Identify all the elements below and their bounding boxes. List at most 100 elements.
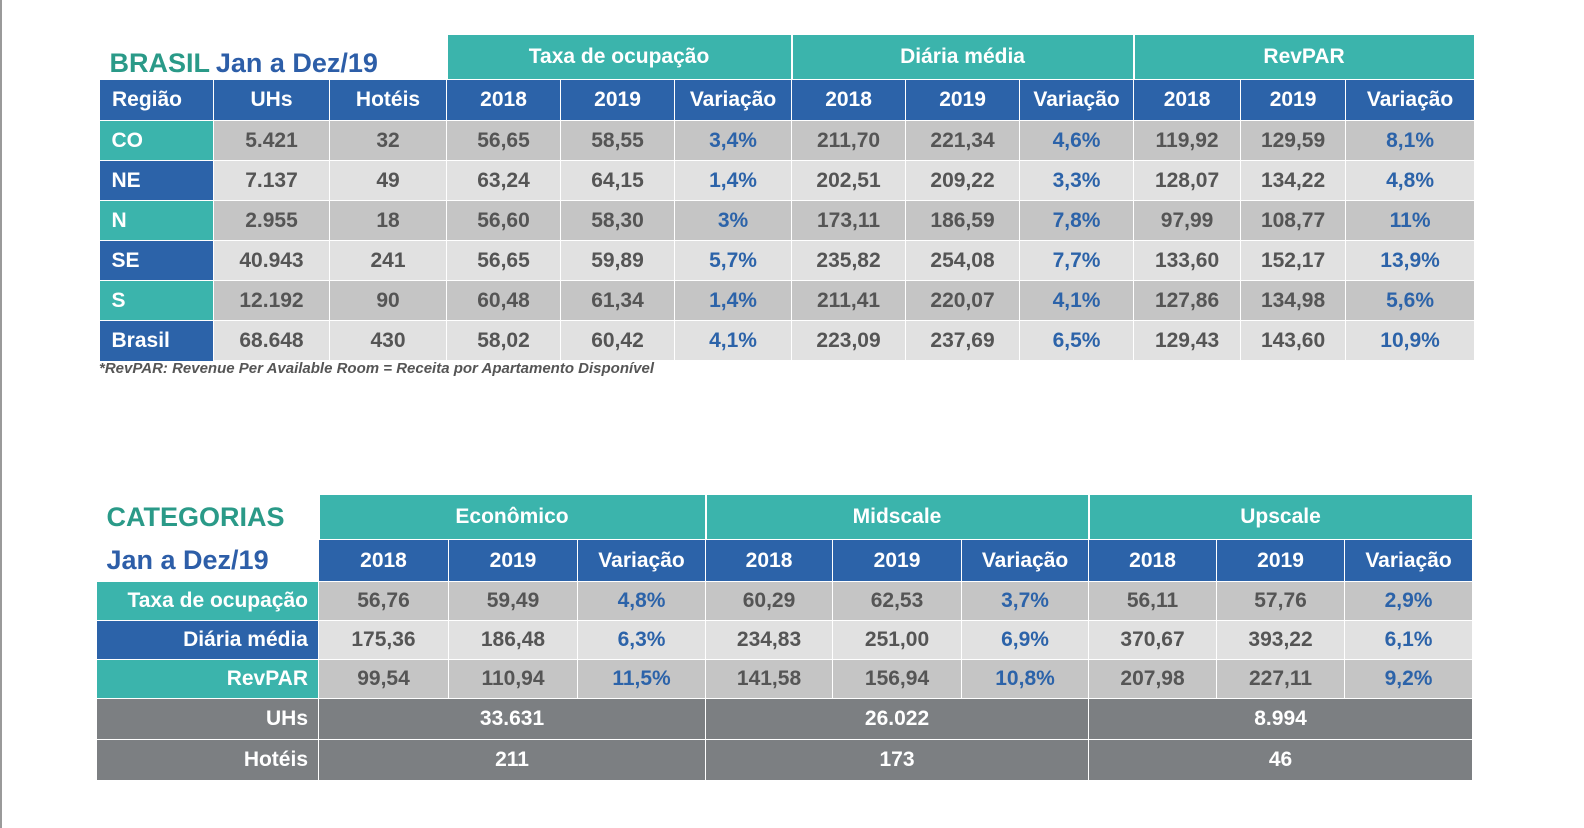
column-header: Variação bbox=[1345, 79, 1476, 121]
table-cell: 211,70 bbox=[791, 120, 907, 161]
hoteis-label: Hotéis bbox=[96, 739, 319, 781]
table-cell: 119,92 bbox=[1133, 120, 1242, 161]
uhs-label: UHs bbox=[96, 698, 319, 740]
table-cell: 59,89 bbox=[560, 240, 676, 281]
table-cell: 143,60 bbox=[1240, 320, 1347, 361]
table-cell: 58,02 bbox=[446, 320, 562, 361]
column-header: 2018 bbox=[318, 539, 449, 582]
table-cell: 49 bbox=[328, 160, 448, 201]
variation-cell: 1,4% bbox=[674, 160, 793, 201]
group-header: Midscale bbox=[704, 495, 1090, 540]
table-cell: 59,49 bbox=[448, 581, 578, 621]
table-cell: 221,34 bbox=[905, 120, 1021, 161]
variation-cell: 3,7% bbox=[961, 581, 1090, 621]
variation-cell: 6,9% bbox=[961, 620, 1090, 660]
table-cell: 141,58 bbox=[705, 659, 834, 699]
table-cell: 56,65 bbox=[446, 240, 562, 281]
column-header: 2018 bbox=[1133, 79, 1242, 121]
table-cell: 40.943 bbox=[213, 240, 330, 281]
column-header: Variação bbox=[1019, 79, 1135, 121]
brasil-title: BRASIL Jan a Dez/19 bbox=[99, 35, 447, 80]
column-header: Variação bbox=[1344, 539, 1474, 582]
column-header: Variação bbox=[674, 79, 793, 121]
variation-cell: 6,3% bbox=[576, 620, 707, 660]
table-cell: 134,98 bbox=[1240, 280, 1347, 321]
table-cell: 211,41 bbox=[791, 280, 907, 321]
table-cell: 134,22 bbox=[1240, 160, 1347, 201]
uhs-value: 26.022 bbox=[705, 698, 1090, 740]
table-row: SE 40.943 241 56,65 59,89 5,7% 235,82 254,08 7,7… bbox=[99, 240, 1476, 281]
table-cell: 234,83 bbox=[705, 620, 834, 660]
uhs-value: 33.631 bbox=[317, 698, 707, 740]
table-cell: 57,76 bbox=[1216, 581, 1346, 621]
table-cell: 129,43 bbox=[1133, 320, 1242, 361]
group-header: Econômico bbox=[317, 495, 707, 540]
variation-cell: 4,1% bbox=[674, 320, 793, 361]
categorias-table: CATEGORIAS Econômico Midscale Upscale Ja… bbox=[96, 495, 1474, 781]
variation-cell: 3,4% bbox=[674, 120, 793, 161]
table-row: NE 7.137 49 63,24 64,15 1,4% 202,51 209,22 3,3% 1… bbox=[99, 160, 1476, 201]
column-header: 2019 bbox=[1240, 79, 1347, 121]
table-cell: 156,94 bbox=[832, 659, 963, 699]
column-header: 2019 bbox=[448, 539, 578, 582]
variation-cell: 4,6% bbox=[1019, 120, 1135, 161]
variation-cell: 5,7% bbox=[674, 240, 793, 281]
region-label: CO bbox=[99, 120, 214, 161]
table-cell: 186,48 bbox=[448, 620, 578, 660]
variation-cell: 7,8% bbox=[1019, 200, 1135, 241]
table-cell: 220,07 bbox=[905, 280, 1021, 321]
column-header: Hotéis bbox=[328, 79, 448, 121]
table-cell: 251,00 bbox=[832, 620, 963, 660]
table-cell: 61,34 bbox=[560, 280, 676, 321]
table-cell: 56,11 bbox=[1088, 581, 1218, 621]
uhs-value: 8.994 bbox=[1088, 698, 1474, 740]
table-cell: 186,59 bbox=[905, 200, 1021, 241]
table-cell: 237,69 bbox=[905, 320, 1021, 361]
column-header: 2019 bbox=[560, 79, 676, 121]
region-label: S bbox=[99, 280, 214, 321]
table-cell: 108,77 bbox=[1240, 200, 1347, 241]
table-cell: 32 bbox=[328, 120, 448, 161]
table-cell: 209,22 bbox=[905, 160, 1021, 201]
table-cell: 254,08 bbox=[905, 240, 1021, 281]
table-cell: 110,94 bbox=[448, 659, 578, 699]
revpar-footnote: *RevPAR: Revenue Per Available Room = Re… bbox=[99, 360, 655, 377]
table-cell: 60,29 bbox=[705, 581, 834, 621]
table-cell: 56,60 bbox=[446, 200, 562, 241]
column-header: Região bbox=[99, 79, 214, 121]
table-row: RevPAR 99,54 110,94 11,5% 141,58 156,94 10,8% 2… bbox=[96, 659, 1474, 699]
hoteis-value: 173 bbox=[705, 739, 1090, 781]
table-cell: 60,42 bbox=[560, 320, 676, 361]
table-row: CO 5.421 32 56,65 58,55 3,4% 211,70 221,34 4,6% 1… bbox=[99, 120, 1476, 161]
group-header: RevPAR bbox=[1132, 35, 1476, 80]
table-cell: 18 bbox=[328, 200, 448, 241]
table-cell: 129,59 bbox=[1240, 120, 1347, 161]
metric-label: Taxa de ocupação bbox=[96, 581, 319, 621]
region-label: N bbox=[99, 200, 214, 241]
variation-cell: 10,8% bbox=[961, 659, 1090, 699]
hoteis-value: 46 bbox=[1088, 739, 1474, 781]
column-header-row: Jan a Dez/19 2018 2019 Variação 2018 201… bbox=[96, 539, 1474, 582]
column-header: UHs bbox=[213, 79, 330, 121]
table-cell: 58,30 bbox=[560, 200, 676, 241]
brasil-title-sub: Jan a Dez/19 bbox=[215, 48, 378, 78]
table-cell: 127,86 bbox=[1133, 280, 1242, 321]
column-header: 2019 bbox=[905, 79, 1021, 121]
group-header: Taxa de ocupação bbox=[445, 35, 793, 80]
group-header: Upscale bbox=[1087, 495, 1474, 540]
table-cell: 430 bbox=[328, 320, 448, 361]
region-label: NE bbox=[99, 160, 214, 201]
variation-cell: 3% bbox=[674, 200, 793, 241]
variation-cell: 2,9% bbox=[1344, 581, 1474, 621]
table-cell: 7.137 bbox=[213, 160, 330, 201]
column-header: Variação bbox=[576, 539, 707, 582]
metric-label: RevPAR bbox=[96, 659, 319, 699]
table-cell: 152,17 bbox=[1240, 240, 1347, 281]
variation-cell: 4,8% bbox=[1345, 160, 1476, 201]
hoteis-row: Hotéis 211 173 46 bbox=[96, 739, 1474, 781]
table-cell: 223,09 bbox=[791, 320, 907, 361]
hoteis-value: 211 bbox=[317, 739, 707, 781]
table-row: Diária média 175,36 186,48 6,3% 234,83 251,00… bbox=[96, 620, 1474, 660]
table-cell: 90 bbox=[328, 280, 448, 321]
table-cell: 12.192 bbox=[213, 280, 330, 321]
